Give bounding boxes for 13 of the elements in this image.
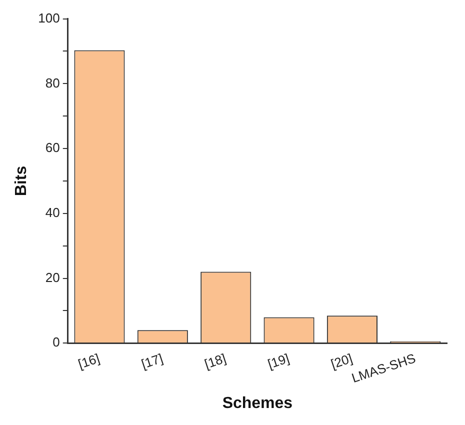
x-tick-label: [17]	[139, 350, 165, 372]
y-tick-label: 40	[45, 204, 60, 220]
y-axis-title: Bits	[13, 166, 30, 196]
x-axis-title: Schemes	[222, 394, 293, 412]
x-tick-label: [20]	[329, 350, 354, 372]
x-tick-label: [19]	[266, 350, 292, 372]
y-tick-label: 80	[45, 75, 60, 90]
x-tick-label: [16]	[76, 350, 102, 372]
y-tick-label: 60	[45, 140, 60, 156]
y-tick-label: 100	[38, 10, 60, 26]
y-tick-label: 20	[45, 270, 60, 285]
y-tick-label: 0	[52, 334, 60, 350]
x-tick-label: [18]	[202, 350, 228, 372]
